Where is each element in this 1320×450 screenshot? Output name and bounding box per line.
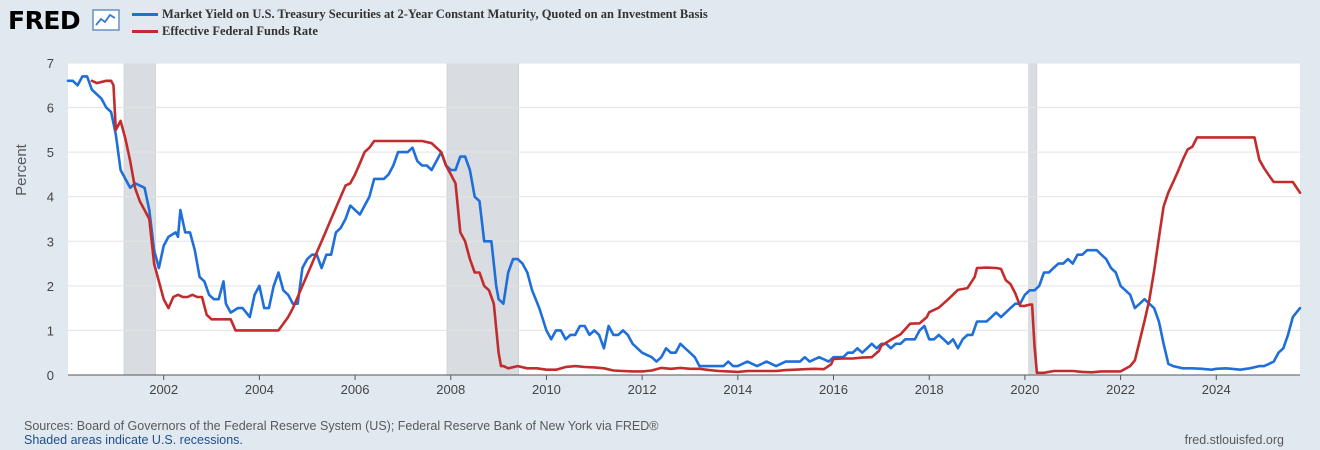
fred-logo[interactable]: FRED <box>8 6 81 35</box>
x-tick-label-2010: 2010 <box>532 382 561 397</box>
y-tick-label-6: 6 <box>47 101 54 116</box>
y-tick-label-0: 0 <box>47 368 54 383</box>
chart-legend: Market Yield on U.S. Treasury Securities… <box>132 6 708 40</box>
x-tick-label-2022: 2022 <box>1106 382 1135 397</box>
y-tick-label-3: 3 <box>47 234 54 249</box>
series-line-treasury-2y <box>66 75 1302 372</box>
legend-item-treasury: Market Yield on U.S. Treasury Securities… <box>132 6 708 23</box>
legend-label-fedfunds: Effective Federal Funds Rate <box>162 24 318 38</box>
x-tick-label-2012: 2012 <box>628 382 657 397</box>
legend-item-fedfunds: Effective Federal Funds Rate <box>132 23 708 40</box>
y-tick-label-1: 1 <box>47 323 54 338</box>
source-note: Sources: Board of Governors of the Feder… <box>24 419 659 433</box>
x-tick-label-2024: 2024 <box>1202 382 1231 397</box>
x-tick-label-2006: 2006 <box>341 382 370 397</box>
x-tick-label-2018: 2018 <box>915 382 944 397</box>
legend-label-treasury: Market Yield on U.S. Treasury Securities… <box>162 7 708 21</box>
x-tick-label-2008: 2008 <box>436 382 465 397</box>
series-line-fed-funds <box>90 79 1302 375</box>
site-link[interactable]: fred.stlouisfed.org <box>1184 433 1284 447</box>
chart-header: FRED Market Yield on U.S. Treasury Secur… <box>8 6 908 46</box>
y-tick-label-4: 4 <box>47 190 54 205</box>
x-tick-label-2014: 2014 <box>723 382 752 397</box>
x-tick-label-2020: 2020 <box>1010 382 1039 397</box>
legend-swatch-treasury <box>132 13 158 16</box>
y-tick-label-2: 2 <box>47 279 54 294</box>
recession-note[interactable]: Shaded areas indicate U.S. recessions. <box>24 433 243 447</box>
legend-swatch-fedfunds <box>132 30 158 33</box>
x-tick-label-2004: 2004 <box>245 382 274 397</box>
x-tick-label-2002: 2002 <box>149 382 178 397</box>
y-tick-label-5: 5 <box>47 145 54 160</box>
plot-area <box>68 63 1300 375</box>
x-tick-label-2016: 2016 <box>819 382 848 397</box>
y-tick-label-7: 7 <box>47 56 54 71</box>
line-chart-icon <box>92 9 120 31</box>
